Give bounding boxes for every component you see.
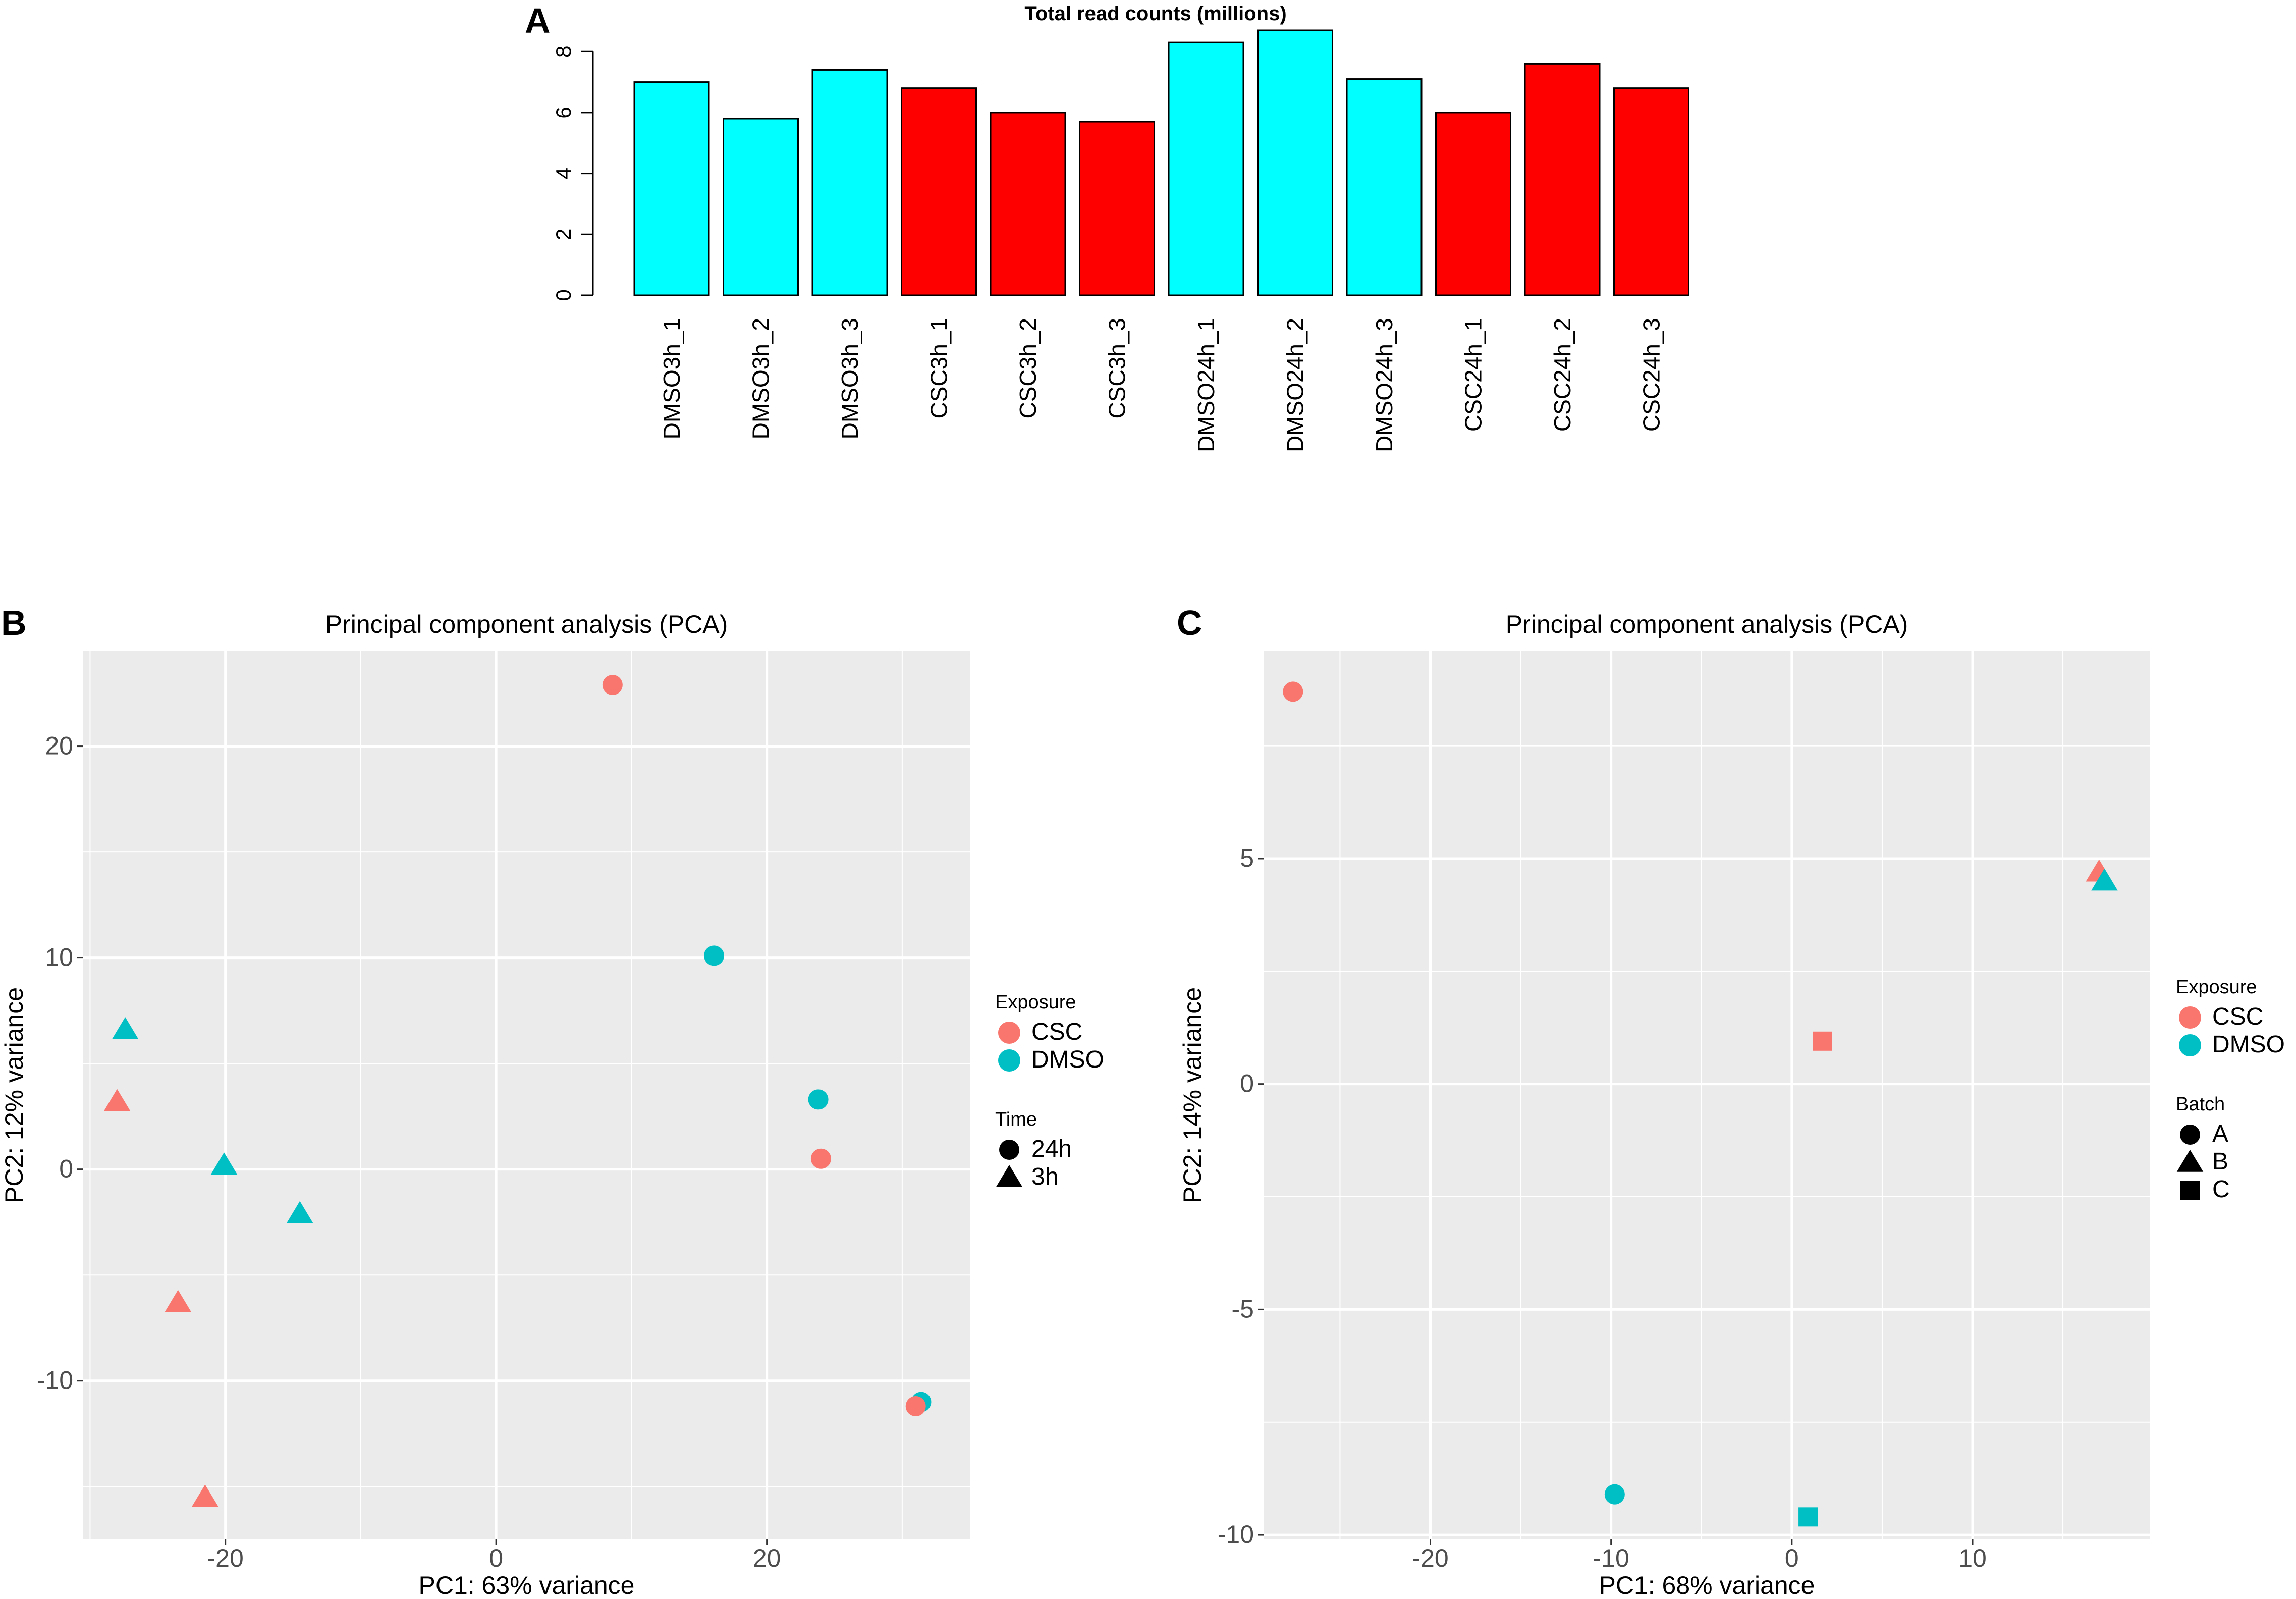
bar xyxy=(723,118,799,296)
data-point xyxy=(112,1017,139,1039)
data-point xyxy=(704,945,725,966)
legend-label: CSC xyxy=(1031,1019,1082,1045)
bar-category-label: CSC3h_3 xyxy=(1104,318,1130,418)
bar-category-label: DMSO3h_3 xyxy=(837,318,863,439)
bar xyxy=(1257,29,1333,296)
legend-key xyxy=(2180,1125,2200,1145)
legend-label: 3h xyxy=(1031,1163,1058,1190)
legend-label: A xyxy=(2212,1121,2228,1147)
bar xyxy=(633,81,710,296)
bar xyxy=(1346,78,1423,296)
ytick-label: 20 xyxy=(45,732,73,760)
bar-category-label: CSC24h_2 xyxy=(1549,318,1575,432)
legend-key xyxy=(2179,1034,2201,1056)
bar-category-label: DMSO24h_2 xyxy=(1282,318,1308,452)
legend-key xyxy=(999,1140,1019,1160)
y-axis-title: PC2: 12% variance xyxy=(0,987,28,1203)
legend-label: 24h xyxy=(1031,1136,1072,1162)
data-point xyxy=(1604,1484,1625,1505)
xtick-label: -20 xyxy=(207,1544,244,1572)
legend-label: DMSO xyxy=(1031,1046,1104,1073)
data-point xyxy=(1283,681,1303,702)
bar-category-label: CSC24h_3 xyxy=(1638,318,1665,432)
legend-key xyxy=(2179,1006,2201,1029)
data-point xyxy=(286,1201,313,1223)
ytick-label: 10 xyxy=(45,943,73,972)
panel-b: B Principal component analysis (PCA) -20 0 2… xyxy=(0,603,1104,1599)
legend-label: C xyxy=(2212,1176,2230,1203)
y-axis-title: PC2: 14% variance xyxy=(1178,987,1207,1203)
data-point xyxy=(103,1089,131,1111)
panel-a-title: Total read counts (millions) xyxy=(1024,3,1286,25)
x-axis-title: PC1: 68% variance xyxy=(1599,1571,1815,1599)
bar xyxy=(811,69,888,296)
panel-a-ytick-label: 4 xyxy=(552,168,575,179)
ytick-label: -5 xyxy=(1232,1295,1254,1323)
data-point xyxy=(210,1152,238,1175)
xtick-label: 10 xyxy=(1958,1544,1987,1572)
bar xyxy=(1524,63,1601,296)
legend-title: Time xyxy=(995,1109,1037,1130)
data-point xyxy=(192,1484,218,1507)
plot-title: Principal component analysis (PCA) xyxy=(1506,610,1908,638)
plot-title: Principal component analysis (PCA) xyxy=(325,610,728,638)
bar-category-label: DMSO24h_3 xyxy=(1371,318,1397,452)
plot-panel xyxy=(83,651,970,1539)
xtick-label: 0 xyxy=(489,1544,503,1572)
x-axis-title: PC1: 63% variance xyxy=(418,1571,634,1599)
data-point xyxy=(1798,1507,1818,1527)
bar xyxy=(1613,87,1689,296)
bar-category-label: CSC24h_1 xyxy=(1460,318,1487,432)
panel-a-ytick-label: 0 xyxy=(552,289,575,301)
data-point xyxy=(810,1148,831,1169)
panel-a-ytick-label: 2 xyxy=(552,229,575,240)
ytick-label: 0 xyxy=(1240,1070,1254,1098)
legend-key xyxy=(2176,1150,2204,1172)
bar xyxy=(990,112,1066,296)
bar xyxy=(1168,41,1244,296)
legend-key xyxy=(996,1165,1023,1187)
data-point xyxy=(808,1089,829,1110)
xtick-label: 0 xyxy=(1785,1544,1799,1572)
panel-a-label: A xyxy=(525,1,551,40)
ytick-label: 0 xyxy=(59,1155,73,1183)
panel-c: C Principal component analysis (PCA) -20 -1… xyxy=(1177,603,2285,1599)
bar-category-label: CSC3h_1 xyxy=(926,318,952,418)
xtick-label: -20 xyxy=(1412,1544,1448,1572)
bar-category-label: DMSO24h_1 xyxy=(1193,318,1219,452)
ytick-label: 5 xyxy=(1240,844,1254,872)
bar xyxy=(1435,112,1511,296)
legend-title: Exposure xyxy=(995,992,1076,1013)
data-point xyxy=(905,1396,926,1416)
legend-key xyxy=(998,1049,1020,1072)
legend-title: Batch xyxy=(2176,1094,2225,1115)
data-point xyxy=(602,675,623,696)
data-point xyxy=(1813,1031,1832,1051)
panel-a-ytick-label: 8 xyxy=(552,46,575,58)
panel-label: B xyxy=(1,603,27,643)
ytick-label: -10 xyxy=(37,1366,73,1395)
xtick-label: -10 xyxy=(1593,1544,1629,1572)
bar-category-label: DMSO3h_2 xyxy=(748,318,774,439)
legend-label: B xyxy=(2212,1148,2228,1175)
ytick-label: -10 xyxy=(1218,1520,1254,1549)
data-point xyxy=(165,1290,192,1312)
bar-category-label: DMSO3h_1 xyxy=(659,318,685,439)
panel-a: A Total read counts (millions) 0 2 4 6 8 DMSO3h… xyxy=(525,1,1689,452)
legend-label: CSC xyxy=(2212,1003,2263,1030)
bar xyxy=(901,87,977,296)
legend-title: Exposure xyxy=(2176,977,2257,998)
bar xyxy=(1079,121,1155,296)
panel-label: C xyxy=(1177,603,1202,643)
legend-key xyxy=(2180,1181,2200,1200)
panel-a-ytick-label: 6 xyxy=(552,106,575,118)
xtick-label: 20 xyxy=(753,1544,781,1572)
bar-category-label: CSC3h_2 xyxy=(1015,318,1041,418)
legend-key xyxy=(998,1022,1020,1044)
plot-panel xyxy=(1264,651,2150,1539)
data-point xyxy=(2091,868,2118,891)
legend-label: DMSO xyxy=(2212,1031,2285,1058)
